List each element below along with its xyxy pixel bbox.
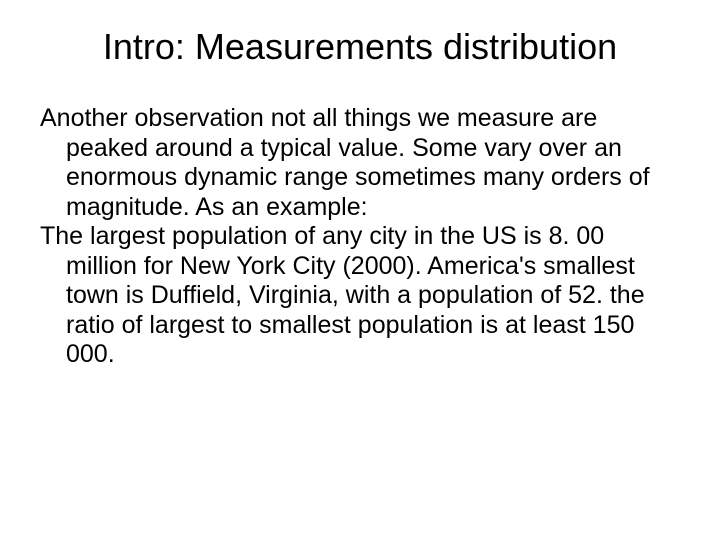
slide: Intro: Measurements distribution Another… — [0, 0, 720, 540]
slide-body: Another observation not all things we me… — [40, 104, 680, 370]
slide-title: Intro: Measurements distribution — [40, 26, 680, 68]
body-paragraph-2: The largest population of any city in th… — [40, 222, 680, 370]
body-paragraph-1: Another observation not all things we me… — [40, 104, 680, 222]
